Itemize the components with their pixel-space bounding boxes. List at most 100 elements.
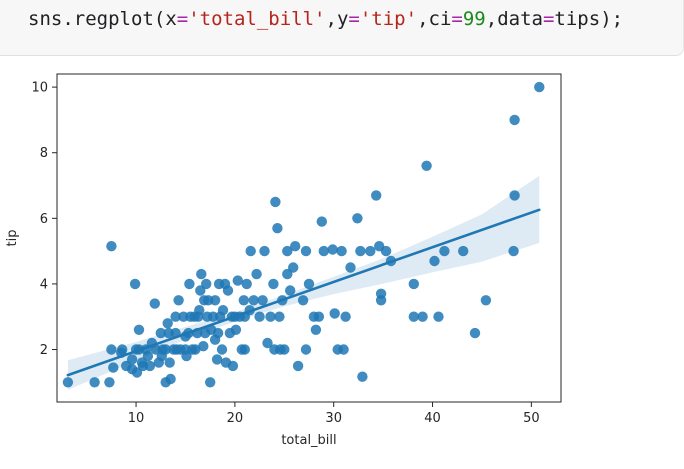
scatter-point [254,311,265,322]
scatter-point [198,341,209,352]
scatter-point [149,298,160,309]
scatter-point [282,245,293,257]
scatter-point [131,367,143,378]
scatter-point [184,278,195,290]
scatter-point [227,360,239,372]
code-token: ci [428,8,452,30]
scatter-point [508,245,519,257]
scatter-point [292,360,304,372]
scatter-point [469,327,481,339]
scatter-point [417,311,428,322]
scatter-point [251,268,262,280]
code-token: 'total_bill' [188,8,326,30]
scatter-point [380,245,392,257]
scatter-point [274,311,285,322]
scatter-point [216,344,228,355]
scatter-point [509,190,520,201]
scatter-point [421,160,432,171]
scatter-point [62,377,74,388]
x-tick-label: 40 [424,411,441,426]
regplot-chart: 10 20 30 40 50 2 4 6 8 10 total_bill tip [5,73,562,448]
scatter-point [245,245,256,257]
scatter-point [248,295,259,306]
scatter-point [316,216,327,227]
scatter-point [340,311,351,322]
x-axis-label: total_bill [281,433,336,448]
scatter-point [480,295,492,306]
scatter-point [190,344,201,355]
ticks-layer: 10 20 30 40 50 2 4 6 8 10 [31,81,539,426]
scatter-point [89,377,100,388]
scatter-point [352,213,363,224]
scatter-point [534,81,545,93]
scatter-point [375,288,387,299]
scatter-point [230,324,242,335]
scatter-point [106,241,117,252]
scatter-point [429,255,440,267]
scatter-point [194,305,205,316]
x-tick-label: 10 [128,411,145,426]
code-token: , [325,8,337,30]
code-token: tips [554,8,601,30]
code-token: 99 [462,8,486,30]
code-line: sns.regplot(x='total_bill',y='tip',ci=99… [28,6,623,32]
scatter-point [239,344,250,355]
scatter-point [285,285,296,296]
scatter-point [205,377,216,388]
scatter-point [222,285,234,296]
scatter-point [262,337,273,349]
scatter-point [155,327,166,339]
scatter-point [108,362,119,373]
y-tick-label: 4 [40,277,48,292]
scatter-point [365,245,376,257]
scatter-point [238,295,249,306]
scatter-point [268,278,279,290]
code-token: sns [28,8,63,30]
code-token: = [542,8,555,30]
scatter-point [357,371,368,382]
x-tick-label: 30 [325,411,342,426]
scatter-point [433,311,444,322]
y-tick-label: 2 [40,343,48,358]
scatter-point [408,278,419,290]
scatter-point [288,262,299,273]
scatter-point [212,327,224,339]
scatter-point [165,373,176,385]
scatter-point [272,223,283,234]
scatter-point [313,311,325,322]
scatter-point [297,295,309,306]
scatter-point [300,245,312,257]
scatter-point [259,245,270,257]
scatter-point [355,245,366,257]
scatter-point [265,311,276,322]
code-token: y [336,8,349,30]
scatter-point [371,190,382,201]
scatter-point [270,196,281,208]
scatter-point [232,275,243,286]
scatter-point [509,114,520,126]
scatter-points-layer [62,81,545,388]
code-token: = [176,8,189,30]
scatter-point [279,344,290,355]
scatter-point [303,278,315,290]
y-tick-label: 8 [40,146,48,161]
scatter-point [133,324,145,335]
code-token: regplot [73,8,154,30]
scatter-point [458,245,469,257]
code-token: . [62,8,74,30]
scatter-point [211,354,223,365]
regression-line [66,208,541,377]
scatter-point [144,360,156,372]
y-axis-label: tip [5,230,20,247]
scatter-point [408,311,419,322]
scatter-point [241,278,252,290]
regression-line-layer [66,208,541,377]
code-token: ); [600,8,624,30]
scatter-point [257,295,268,306]
scatter-point [126,354,138,365]
x-tick-label: 50 [523,411,540,426]
code-token: , [417,8,429,30]
scatter-point [336,245,347,257]
code-cell[interactable]: sns.regplot(x='total_bill',y='tip',ci=99… [0,0,684,56]
code-token: , [485,8,498,30]
